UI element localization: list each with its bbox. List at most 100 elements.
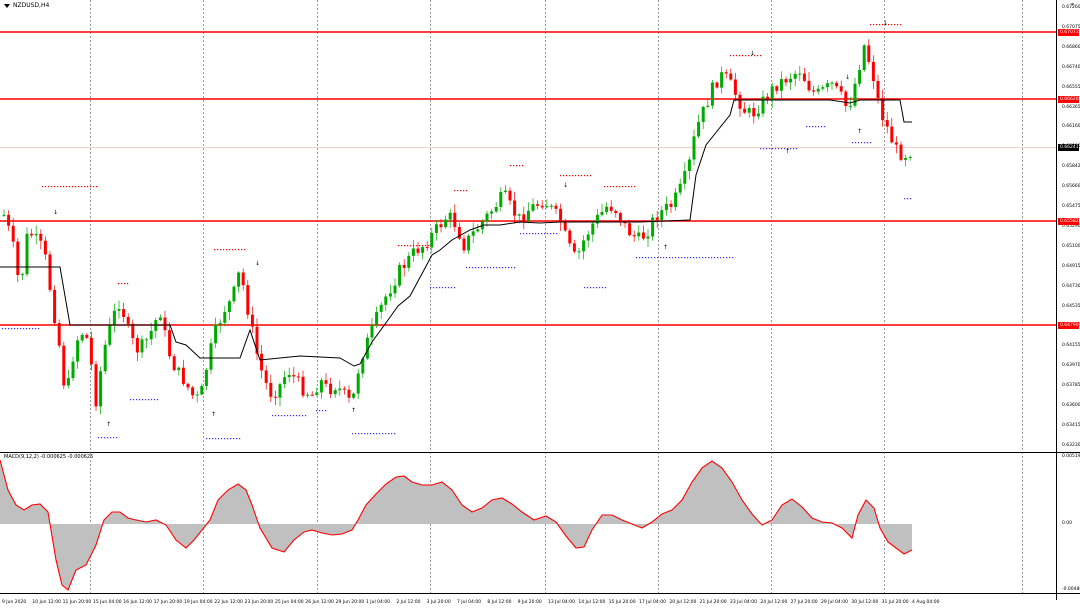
candle-body bbox=[641, 232, 645, 239]
support-dot bbox=[469, 267, 471, 269]
support-dot bbox=[5, 328, 7, 330]
support-dot bbox=[645, 257, 647, 259]
candle-body bbox=[720, 72, 724, 88]
candle-body bbox=[752, 108, 756, 117]
candle-body bbox=[871, 61, 875, 82]
resistance-dot bbox=[220, 249, 222, 251]
candle-body bbox=[135, 338, 139, 353]
support-dot bbox=[110, 437, 112, 439]
support-dot bbox=[760, 148, 762, 150]
candle-body bbox=[885, 120, 889, 127]
resistance-dot bbox=[229, 249, 231, 251]
candle-body bbox=[577, 251, 581, 253]
candle-body bbox=[260, 353, 264, 371]
support-dot bbox=[436, 287, 438, 289]
support-dot bbox=[394, 433, 396, 435]
candle-body bbox=[200, 385, 204, 395]
price-scale-label: 0.66860 bbox=[1062, 44, 1080, 50]
candle-body bbox=[145, 339, 149, 341]
price-scale-label: 0.66160 bbox=[1062, 124, 1080, 130]
date-axis-label: 15 Jul 20:00 bbox=[608, 600, 636, 605]
candle-body bbox=[858, 69, 862, 84]
dropdown-triangle-icon[interactable] bbox=[4, 3, 10, 8]
candle-body bbox=[664, 203, 668, 211]
resistance-dot bbox=[217, 249, 219, 251]
price-scale-label: 0.65475 bbox=[1062, 204, 1080, 209]
support-dot bbox=[17, 328, 19, 330]
candle-body bbox=[186, 383, 190, 388]
resistance-dot bbox=[519, 165, 521, 167]
resistance-dot bbox=[454, 190, 456, 192]
candle-body bbox=[269, 382, 273, 397]
candle-body bbox=[890, 126, 894, 143]
support-dot bbox=[325, 410, 327, 412]
price-scale-label: 0.66555 bbox=[1062, 84, 1080, 90]
candle-body bbox=[821, 87, 825, 89]
support-dot bbox=[451, 287, 453, 289]
resistance-dot bbox=[48, 186, 50, 188]
candle-body bbox=[559, 208, 563, 223]
candle-body bbox=[218, 322, 222, 325]
support-dot bbox=[642, 257, 644, 259]
resistance-dot bbox=[401, 245, 403, 247]
candle-body bbox=[766, 96, 770, 100]
candle-body bbox=[756, 113, 760, 117]
date-axis-label: 11 Jun 20:00 bbox=[62, 600, 92, 605]
resistance-dot bbox=[93, 186, 95, 188]
candle-body bbox=[181, 367, 185, 384]
candle-body bbox=[798, 73, 802, 75]
support-dot bbox=[717, 257, 719, 259]
candle-body bbox=[899, 144, 903, 160]
close-icon[interactable]: ▾ bbox=[1070, 1, 1074, 8]
candle-body bbox=[779, 79, 783, 91]
candle-body bbox=[467, 235, 471, 251]
candle-body bbox=[89, 337, 93, 365]
price-scale-label: 0.65100 bbox=[1062, 243, 1080, 249]
support-dot bbox=[391, 433, 393, 435]
candle-body bbox=[444, 219, 448, 228]
resistance-dot bbox=[232, 249, 234, 251]
candle-body bbox=[278, 384, 282, 398]
candle-body bbox=[549, 205, 553, 207]
support-dot bbox=[26, 328, 28, 330]
price-scale-label: 0.63785 bbox=[1062, 383, 1080, 389]
candle-body bbox=[660, 210, 664, 220]
resistance-dot bbox=[90, 186, 92, 188]
candle-body bbox=[586, 234, 590, 241]
price-scale-label: 0.64155 bbox=[1062, 343, 1080, 349]
date-axis-label: 9 Jul 20:00 bbox=[517, 600, 542, 605]
candle-body bbox=[370, 324, 374, 338]
support-dot bbox=[714, 257, 716, 259]
candle-body bbox=[729, 73, 733, 80]
down-arrow-icon: ↓ bbox=[53, 209, 58, 216]
support-dot bbox=[796, 148, 798, 150]
support-dot bbox=[23, 328, 25, 330]
resistance-dot bbox=[214, 249, 216, 251]
candle-body bbox=[628, 223, 632, 236]
candle-body bbox=[743, 108, 747, 113]
support-dot bbox=[221, 438, 223, 440]
candle-body bbox=[862, 45, 866, 70]
candle-body bbox=[789, 78, 793, 83]
support-dot bbox=[702, 257, 704, 259]
resistance-dot bbox=[882, 24, 884, 26]
candle-body bbox=[747, 108, 751, 113]
date-axis-label: 23 Jun 20:00 bbox=[244, 600, 274, 605]
candle-body bbox=[365, 337, 369, 359]
resistance-dot bbox=[733, 55, 735, 57]
support-dot bbox=[272, 415, 274, 417]
candle-body bbox=[126, 316, 130, 324]
support-dot bbox=[526, 233, 528, 235]
candle-body bbox=[761, 96, 765, 114]
support-dot bbox=[305, 415, 307, 417]
support-dot bbox=[218, 438, 220, 440]
resistance-dot bbox=[75, 186, 77, 188]
support-dot bbox=[732, 257, 734, 259]
resistance-dot bbox=[739, 55, 741, 57]
candle-body bbox=[356, 373, 360, 394]
resistance-dot bbox=[742, 55, 744, 57]
support-dot bbox=[157, 399, 159, 401]
up-arrow-icon: ↑ bbox=[211, 411, 216, 418]
